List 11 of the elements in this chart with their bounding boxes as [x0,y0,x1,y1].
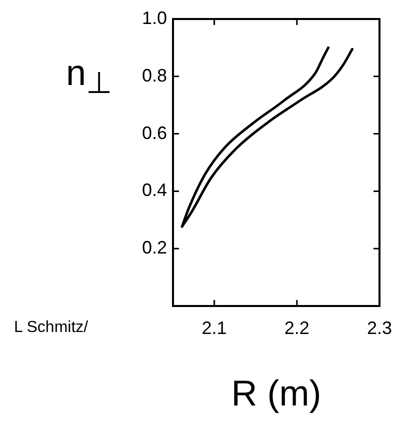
text: L Schmitz/ [14,319,88,336]
y-tick-label: 0.6 [142,122,167,143]
y-tick-label: 1.0 [142,8,167,28]
x-tick-label: 2.3 [366,318,392,338]
y-tick-label: 0.2 [142,238,167,258]
y-tick-label: 0.8 [142,65,167,86]
x-tick-label: 2.1 [202,318,227,338]
y-tick-label: 0.4 [142,180,167,200]
x-tick-label: 2.2 [284,318,310,338]
x-axis-title: R (m) [231,372,322,414]
y-axis-title: n$_{⊥}$ [66,52,112,100]
